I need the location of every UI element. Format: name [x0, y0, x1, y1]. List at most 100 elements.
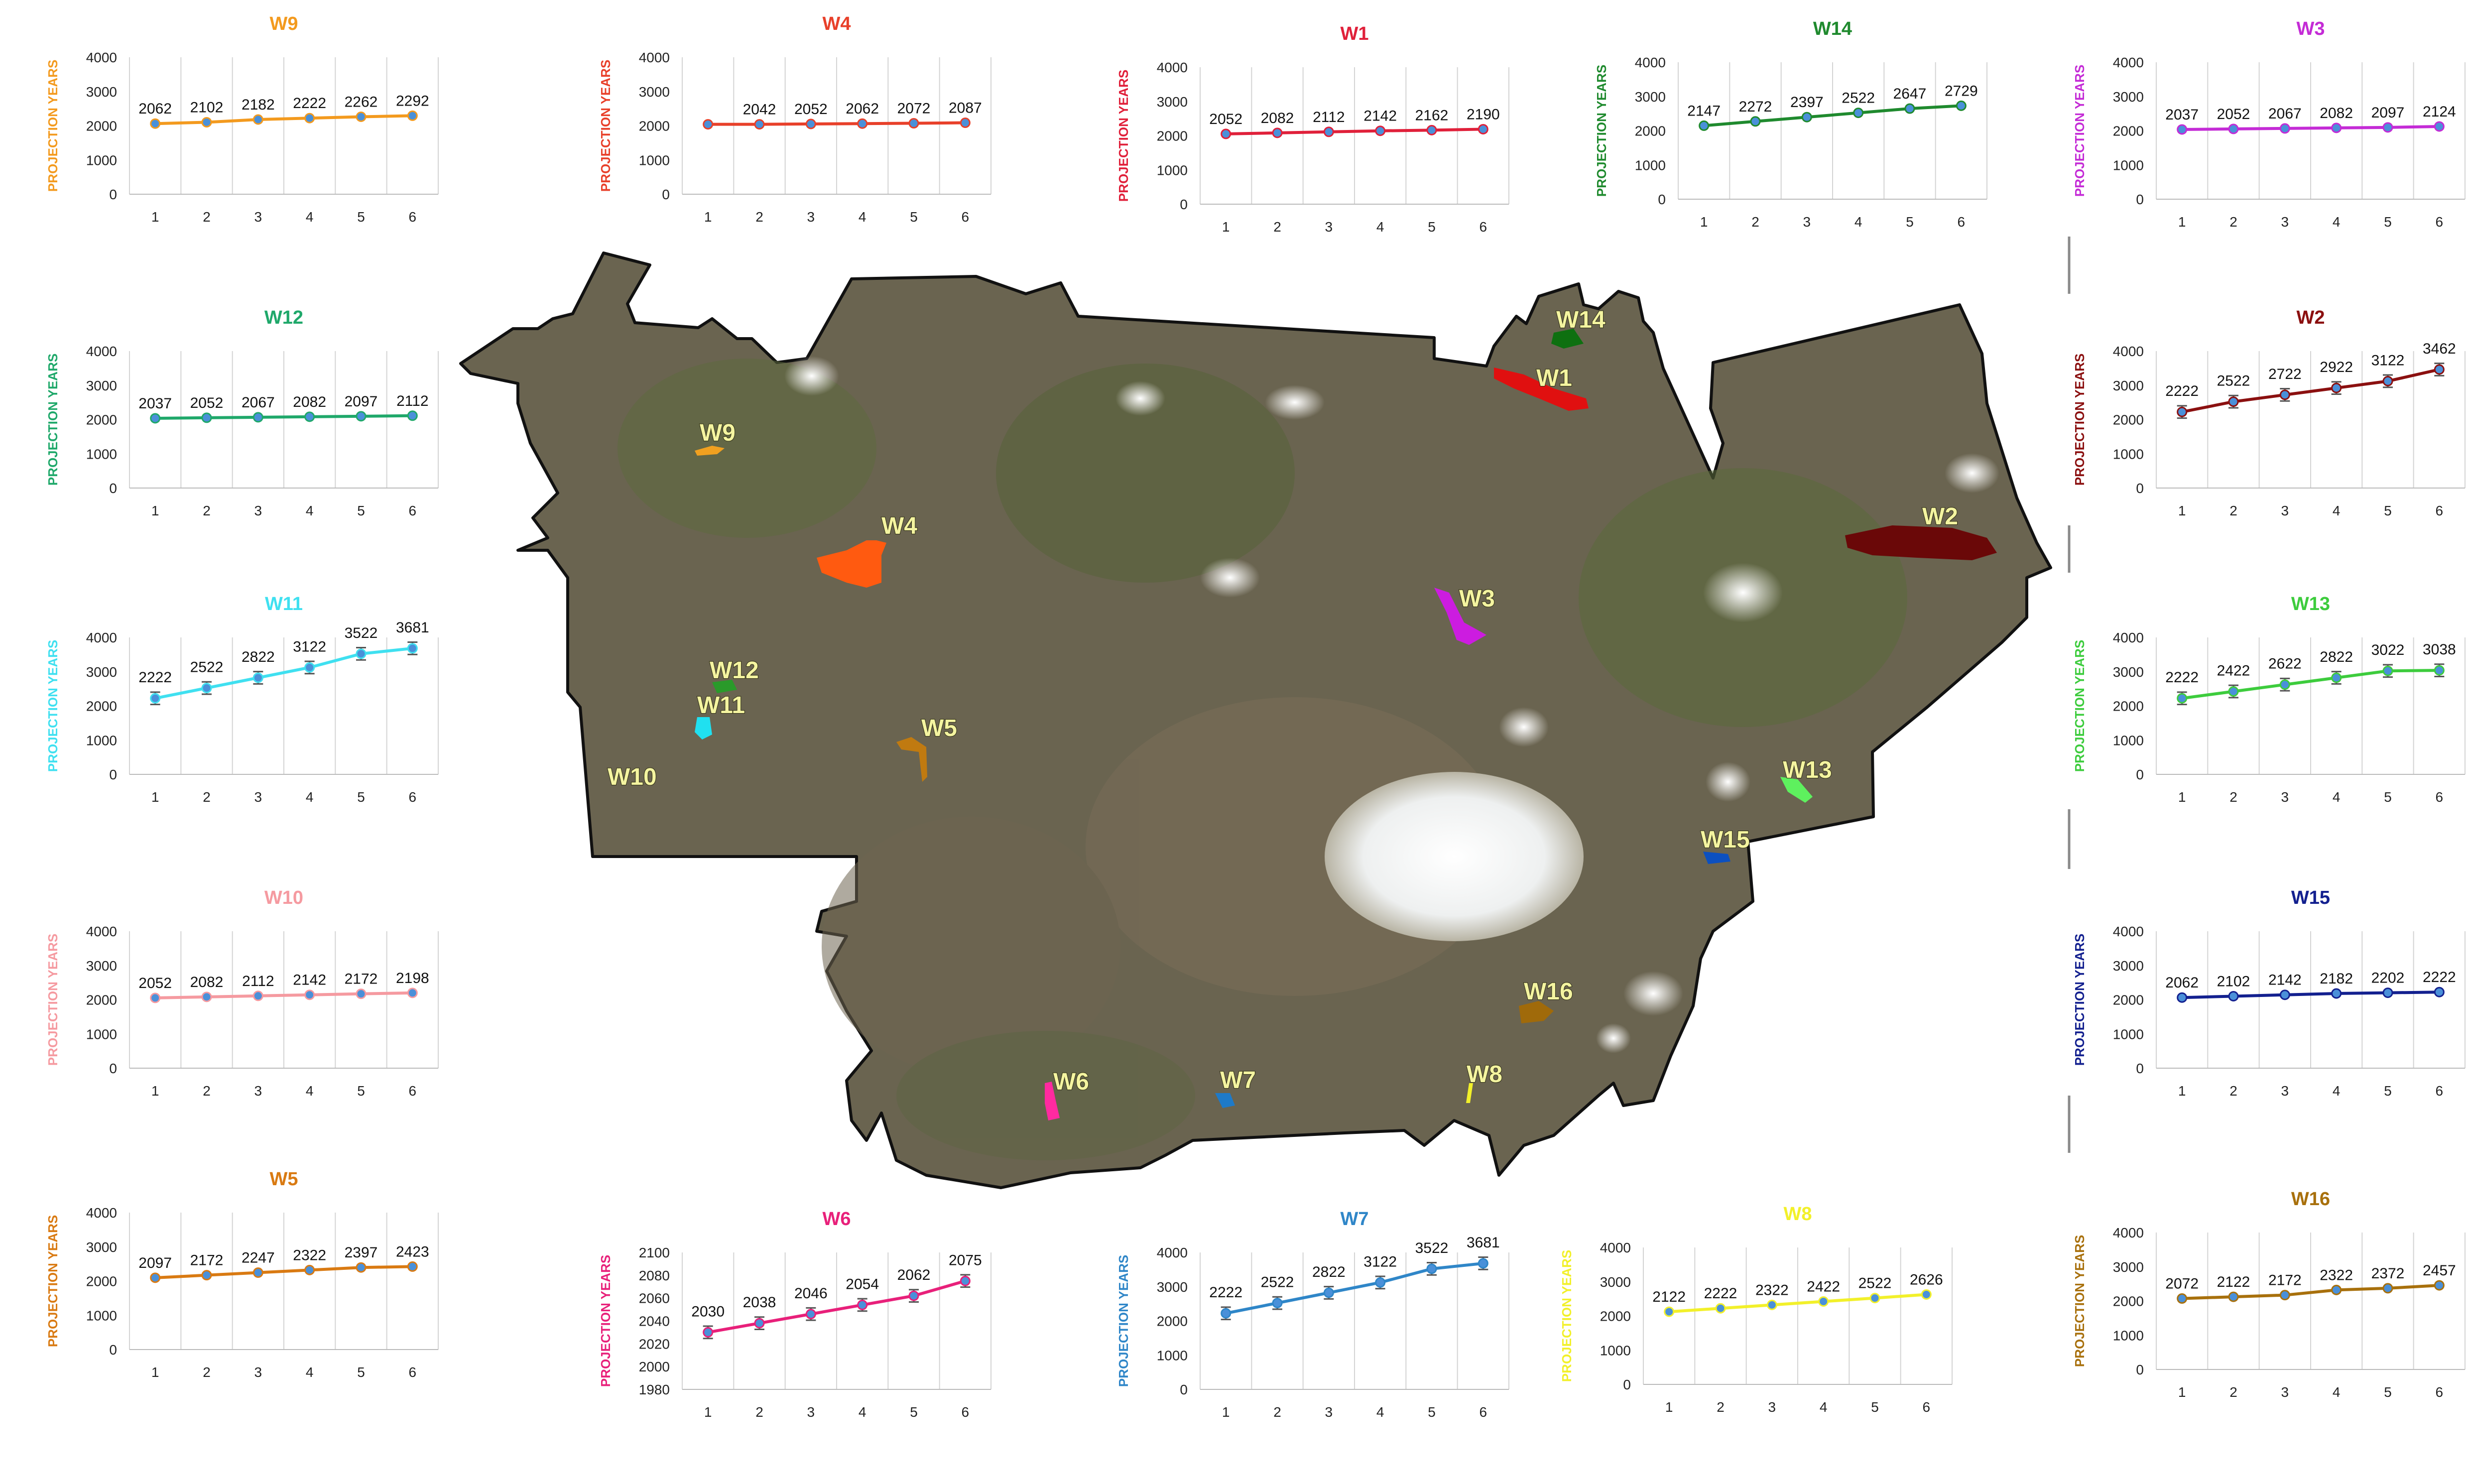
- data-point: [2382, 122, 2393, 133]
- x-tick-label: 4: [306, 1364, 314, 1380]
- map-label-w1: W1: [1536, 365, 1572, 391]
- y-axis-label: PROJECTION YEARS: [45, 60, 60, 192]
- data-point: [2279, 389, 2290, 400]
- data-label: 2124: [2423, 104, 2456, 120]
- x-tick-label: 2: [2229, 503, 2237, 518]
- chart-title: W11: [265, 594, 303, 615]
- chart-svg: W8 PROJECTION YEARS 0 1000 2000 3000 4000 1 2 3 4 5…: [1559, 1204, 1953, 1415]
- y-tick-label: 3000: [1157, 1279, 1188, 1295]
- y-tick-label: 4000: [2113, 55, 2144, 70]
- y-axis-label: PROJECTION YEARS: [2072, 640, 2087, 772]
- data-label: 2147: [1687, 103, 1721, 119]
- y-axis-label: PROJECTION YEARS: [45, 354, 60, 486]
- series-line: [708, 121, 966, 126]
- x-tick-label: 5: [910, 1404, 918, 1420]
- chart-title: W12: [264, 307, 303, 328]
- data-point: [2331, 382, 2342, 393]
- y-axis-label: PROJECTION YEARS: [1594, 65, 1609, 197]
- data-label: 2082: [1261, 110, 1294, 126]
- y-tick-label: 2080: [639, 1268, 670, 1283]
- data-point: [754, 1318, 765, 1329]
- series-line: [1669, 1293, 1927, 1314]
- y-tick-label: 3000: [1635, 89, 1666, 105]
- x-tick-label: 5: [2384, 789, 2392, 805]
- x-tick-label: 2: [2229, 214, 2237, 230]
- series-line: [155, 1265, 413, 1279]
- data-point: [908, 1290, 919, 1301]
- data-point: [2434, 364, 2445, 375]
- data-label: 2522: [1858, 1275, 1892, 1292]
- map-label-w3: W3: [1459, 586, 1495, 612]
- map-label-w7: W7: [1220, 1067, 1256, 1094]
- chart-w10: W10 PROJECTION YEARS 0 1000 2000 3000 4000 1 2 3 4…: [10, 884, 488, 1163]
- x-tick-label: 6: [962, 209, 970, 225]
- snow-cap: [1325, 772, 1584, 941]
- data-label: 2182: [242, 97, 275, 113]
- x-tick-label: 2: [2229, 1083, 2237, 1099]
- data-label: 2322: [2320, 1267, 2353, 1283]
- chart-title: W8: [1784, 1204, 1812, 1225]
- series-line: [2182, 1284, 2440, 1300]
- data-point: [407, 1261, 418, 1272]
- data-label: 3681: [396, 619, 429, 636]
- w8-shape: [1466, 1083, 1473, 1103]
- y-tick-label: 4000: [86, 924, 117, 939]
- y-tick-label: 4000: [2113, 924, 2144, 939]
- chart-w7: W7 PROJECTION YEARS 0 1000 2000 3000 4000 1 2 3 4 5…: [1081, 1205, 1559, 1484]
- data-point: [703, 119, 714, 130]
- y-tick-label: 1000: [2113, 157, 2144, 173]
- x-tick-label: 3: [254, 1083, 262, 1099]
- data-point: [304, 989, 315, 1000]
- data-label: 2322: [1755, 1282, 1789, 1298]
- x-tick-label: 2: [1273, 219, 1281, 235]
- data-label: 2522: [190, 659, 224, 676]
- x-tick-label: 6: [2436, 503, 2444, 518]
- x-tick-label: 3: [254, 209, 262, 225]
- data-label: 3038: [2423, 641, 2456, 658]
- data-point: [1801, 112, 1812, 123]
- data-point: [201, 683, 212, 694]
- w7-shape: [1215, 1093, 1235, 1108]
- y-axis-label: PROJECTION YEARS: [2072, 1235, 2087, 1367]
- x-tick-label: 4: [1854, 214, 1862, 230]
- x-tick-label: 1: [1222, 1404, 1230, 1420]
- x-tick-label: 6: [409, 789, 417, 805]
- data-point: [2382, 665, 2393, 676]
- map-label-w14: W14: [1556, 307, 1605, 333]
- chart-svg: W1 PROJECTION YEARS 0 1000 2000 3000 4000 1 2 3 4 5…: [1116, 23, 1509, 235]
- x-tick-label: 3: [2281, 503, 2289, 518]
- data-label: 2052: [1209, 111, 1242, 127]
- y-tick-label: 2100: [639, 1245, 670, 1260]
- x-tick-label: 4: [859, 209, 866, 225]
- x-tick-label: 3: [2281, 789, 2289, 805]
- chart-svg: W13 PROJECTION YEARS 0 1000 2000 3000 4000 1 2 3 4…: [2072, 594, 2466, 805]
- y-tick-label: 0: [1180, 1382, 1188, 1397]
- data-point: [703, 1327, 714, 1338]
- y-tick-label: 2000: [86, 699, 117, 714]
- chart-w14: W14 PROJECTION YEARS 0 1000 2000 3000 4000 1 2 3 4…: [1559, 15, 2037, 294]
- data-label: 2247: [242, 1250, 275, 1266]
- data-point: [1272, 1298, 1283, 1309]
- w5-shape: [896, 737, 927, 782]
- data-label: 2046: [794, 1285, 828, 1302]
- y-tick-label: 1980: [639, 1382, 670, 1397]
- series-line: [155, 991, 413, 999]
- x-tick-label: 2: [203, 1364, 211, 1380]
- data-label: 2372: [2371, 1265, 2405, 1282]
- data-point: [1426, 124, 1437, 135]
- data-label: 2222: [293, 95, 326, 112]
- data-point: [201, 412, 212, 423]
- chart-w9: W9 PROJECTION YEARS 0 1000 2000 3000 4000 1 2 3 4 5…: [10, 10, 488, 289]
- data-point: [356, 989, 367, 999]
- data-point: [805, 1309, 816, 1320]
- x-tick-label: 1: [2178, 1384, 2186, 1400]
- x-tick-label: 4: [306, 209, 314, 225]
- y-axis-label: PROJECTION YEARS: [45, 1215, 60, 1347]
- data-label: 2072: [897, 101, 931, 117]
- chart-svg: W3 PROJECTION YEARS 0 1000 2000 3000 4000 1 2 3 4 5…: [2072, 18, 2466, 230]
- data-label: 2122: [1652, 1289, 1686, 1305]
- data-label: 2423: [396, 1243, 429, 1260]
- x-tick-label: 2: [1717, 1399, 1725, 1415]
- w16-shape: [1519, 1001, 1554, 1023]
- series-line: [2182, 368, 2440, 414]
